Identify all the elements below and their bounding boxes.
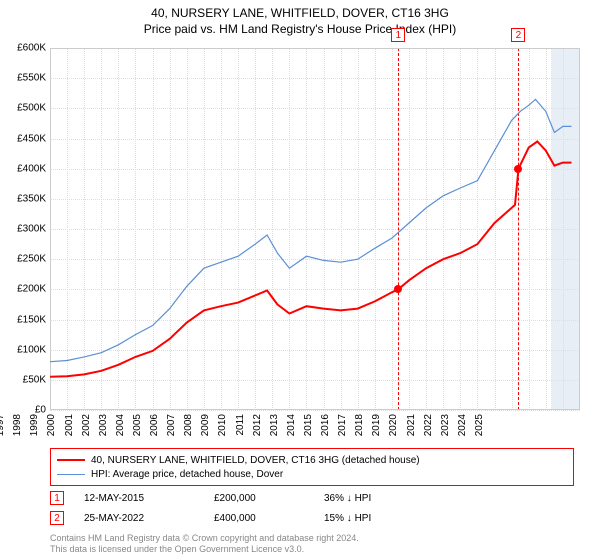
y-axis-label: £50K — [4, 374, 46, 385]
legend-swatch-hpi — [57, 474, 85, 475]
legend-swatch-property — [57, 459, 85, 461]
transaction-delta-2: 15% ↓ HPI — [324, 513, 444, 524]
y-axis-label: £400K — [4, 163, 46, 174]
legend-label-property: 40, NURSERY LANE, WHITFIELD, DOVER, CT16… — [91, 455, 420, 466]
chart-container: 40, NURSERY LANE, WHITFIELD, DOVER, CT16… — [0, 0, 600, 560]
transaction-price-1: £200,000 — [214, 493, 324, 504]
chart-title: 40, NURSERY LANE, WHITFIELD, DOVER, CT16… — [0, 6, 600, 20]
legend: 40, NURSERY LANE, WHITFIELD, DOVER, CT16… — [50, 448, 574, 486]
transaction-marker-1: 1 — [50, 491, 64, 505]
y-axis-label: £350K — [4, 193, 46, 204]
y-axis-label: £250K — [4, 254, 46, 265]
plot-svg — [50, 48, 580, 410]
legend-row-hpi: HPI: Average price, detached house, Dove… — [57, 467, 567, 481]
marker-box: 1 — [391, 28, 405, 42]
gridline-h — [50, 410, 580, 411]
y-axis-label: £450K — [4, 133, 46, 144]
y-axis-label: £200K — [4, 284, 46, 295]
x-axis-label: 2025 — [474, 414, 600, 436]
transaction-date-1: 12-MAY-2015 — [84, 493, 214, 504]
marker-box: 2 — [511, 28, 525, 42]
titles: 40, NURSERY LANE, WHITFIELD, DOVER, CT16… — [0, 0, 600, 36]
legend-label-hpi: HPI: Average price, detached house, Dove… — [91, 469, 283, 480]
transaction-row-1: 1 12-MAY-2015 £200,000 36% ↓ HPI — [50, 490, 574, 506]
footer-line-1: Contains HM Land Registry data © Crown c… — [50, 533, 574, 545]
y-axis-label: £100K — [4, 344, 46, 355]
y-axis-label: £550K — [4, 73, 46, 84]
transaction-date-2: 25-MAY-2022 — [84, 513, 214, 524]
transaction-marker-2: 2 — [50, 511, 64, 525]
legend-row-property: 40, NURSERY LANE, WHITFIELD, DOVER, CT16… — [57, 453, 567, 467]
series-line-property — [50, 142, 572, 377]
series-line-hpi — [50, 99, 572, 361]
y-axis-label: £600K — [4, 43, 46, 54]
y-axis-label: £300K — [4, 224, 46, 235]
transaction-price-2: £400,000 — [214, 513, 324, 524]
footer-line-2: This data is licensed under the Open Gov… — [50, 544, 574, 556]
chart-subtitle: Price paid vs. HM Land Registry's House … — [0, 22, 600, 36]
footer: Contains HM Land Registry data © Crown c… — [50, 533, 574, 556]
transaction-row-2: 2 25-MAY-2022 £400,000 15% ↓ HPI — [50, 510, 574, 526]
transaction-delta-1: 36% ↓ HPI — [324, 493, 444, 504]
y-axis-label: £150K — [4, 314, 46, 325]
y-axis-label: £500K — [4, 103, 46, 114]
